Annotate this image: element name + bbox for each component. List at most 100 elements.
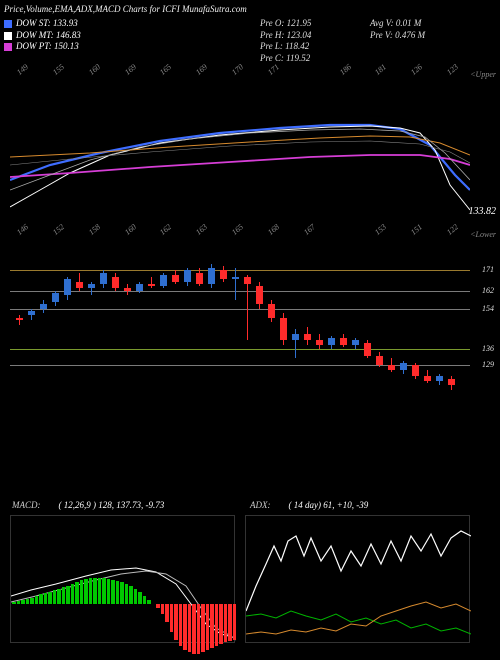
hline-label: 171 [482,265,494,274]
x-tick: 160 [87,62,102,77]
macd-label: MACD: ( 12,26,9 ) 128, 137.73, -9.73 [12,500,164,510]
macd-bar [174,604,178,640]
macd-bar [102,578,106,604]
macd-bar [233,604,237,640]
macd-bar [111,580,115,604]
macd-bar [138,592,142,604]
macd-bar [188,604,192,652]
macd-bar [84,579,88,604]
macd-bar [147,600,151,604]
macd-bar [143,596,147,604]
x-tick: 123 [445,62,460,77]
x-tick: 122 [445,222,460,237]
upper-axis-label: <Upper [470,70,496,79]
adx-panel [245,515,470,643]
macd-bar [39,594,43,604]
hline-label: 129 [482,360,494,369]
legend-item: DOW MT: 146.83 [4,30,81,42]
macd-bar [134,589,138,604]
macd-bar [12,602,16,604]
macd-bar [48,592,52,604]
hline-label: 136 [482,344,494,353]
x-tick: 155 [51,62,66,77]
macd-bar [35,596,39,604]
legend-swatch [4,43,12,51]
lower-axis-label: <Lower [470,230,496,239]
legend-block: DOW ST: 133.93DOW MT: 146.83DOW PT: 150.… [4,18,81,53]
macd-bar [71,584,75,604]
x-tick: 162 [158,222,173,237]
info-row: Pre V: 0.476 M [370,30,425,42]
macd-bar [75,582,79,604]
macd-bar [26,599,30,604]
legend-text: DOW MT: 146.83 [16,30,81,42]
x-tick: 165 [158,62,173,77]
macd-bar [170,604,174,632]
macd-panel [10,515,235,643]
adx-label: ADX: ( 14 day) 61, +10, -39 [250,500,368,510]
macd-bar [17,601,21,604]
macd-bar [197,604,201,654]
price-hline [10,270,470,271]
x-tick: 165 [230,222,245,237]
macd-bar [201,604,205,652]
x-tick: 181 [373,62,388,77]
macd-bar [161,604,165,614]
macd-bar [156,604,160,608]
x-tick: 152 [51,222,66,237]
x-tick: 151 [409,222,424,237]
macd-bar [98,578,102,604]
macd-bar [129,586,133,604]
chart-title: Price,Volume,EMA,ADX,MACD Charts for ICF… [4,4,247,14]
info-row: Pre C: 119.52 [260,53,311,65]
x-tick: 167 [302,222,317,237]
x-tick: 160 [123,222,138,237]
ema-chart [10,95,470,215]
macd-bar [57,589,61,604]
price-hline [10,291,470,292]
macd-bar [219,604,223,644]
macd-bar [107,579,111,604]
price-hline [10,349,470,350]
x-tick: 126 [409,62,424,77]
price-hline [10,309,470,310]
x-tick: 168 [266,222,281,237]
macd-bar [66,586,70,604]
macd-bar [224,604,228,642]
x-tick: 186 [338,62,353,77]
macd-bar [125,584,129,604]
x-tick: 146 [15,222,30,237]
x-tick: 169 [123,62,138,77]
hline-label: 162 [482,286,494,295]
legend-text: DOW ST: 133.93 [16,18,78,30]
macd-bar [192,604,196,654]
legend-item: DOW PT: 150.13 [4,41,81,53]
x-tick: 163 [194,222,209,237]
legend-swatch [4,20,12,28]
x-tick: 170 [230,62,245,77]
hline-label: 154 [482,304,494,313]
macd-bar [116,581,120,604]
prev-ohlc-block: Pre O: 121.95Pre H: 123.04Pre L: 118.42P… [260,18,311,65]
x-tick: 153 [373,222,388,237]
x-tick: 149 [15,62,30,77]
candlestick-chart: 171162154136129 [10,250,470,390]
info-row: Pre L: 118.42 [260,41,311,53]
macd-bar [62,587,66,604]
macd-bar [21,600,25,604]
legend-swatch [4,32,12,40]
macd-bar [215,604,219,646]
macd-bar [93,578,97,604]
macd-bar [206,604,210,650]
macd-bar [89,578,93,604]
volume-info-block: Avg V: 0.01 MPre V: 0.476 M [370,18,425,41]
macd-bar [44,593,48,604]
macd-bar [53,590,57,604]
x-tick: 158 [87,222,102,237]
macd-bar [30,598,34,604]
x-tick: 169 [194,62,209,77]
info-row: Pre O: 121.95 [260,18,311,30]
macd-bar [165,604,169,622]
macd-bar [210,604,214,648]
macd-bar [179,604,183,646]
